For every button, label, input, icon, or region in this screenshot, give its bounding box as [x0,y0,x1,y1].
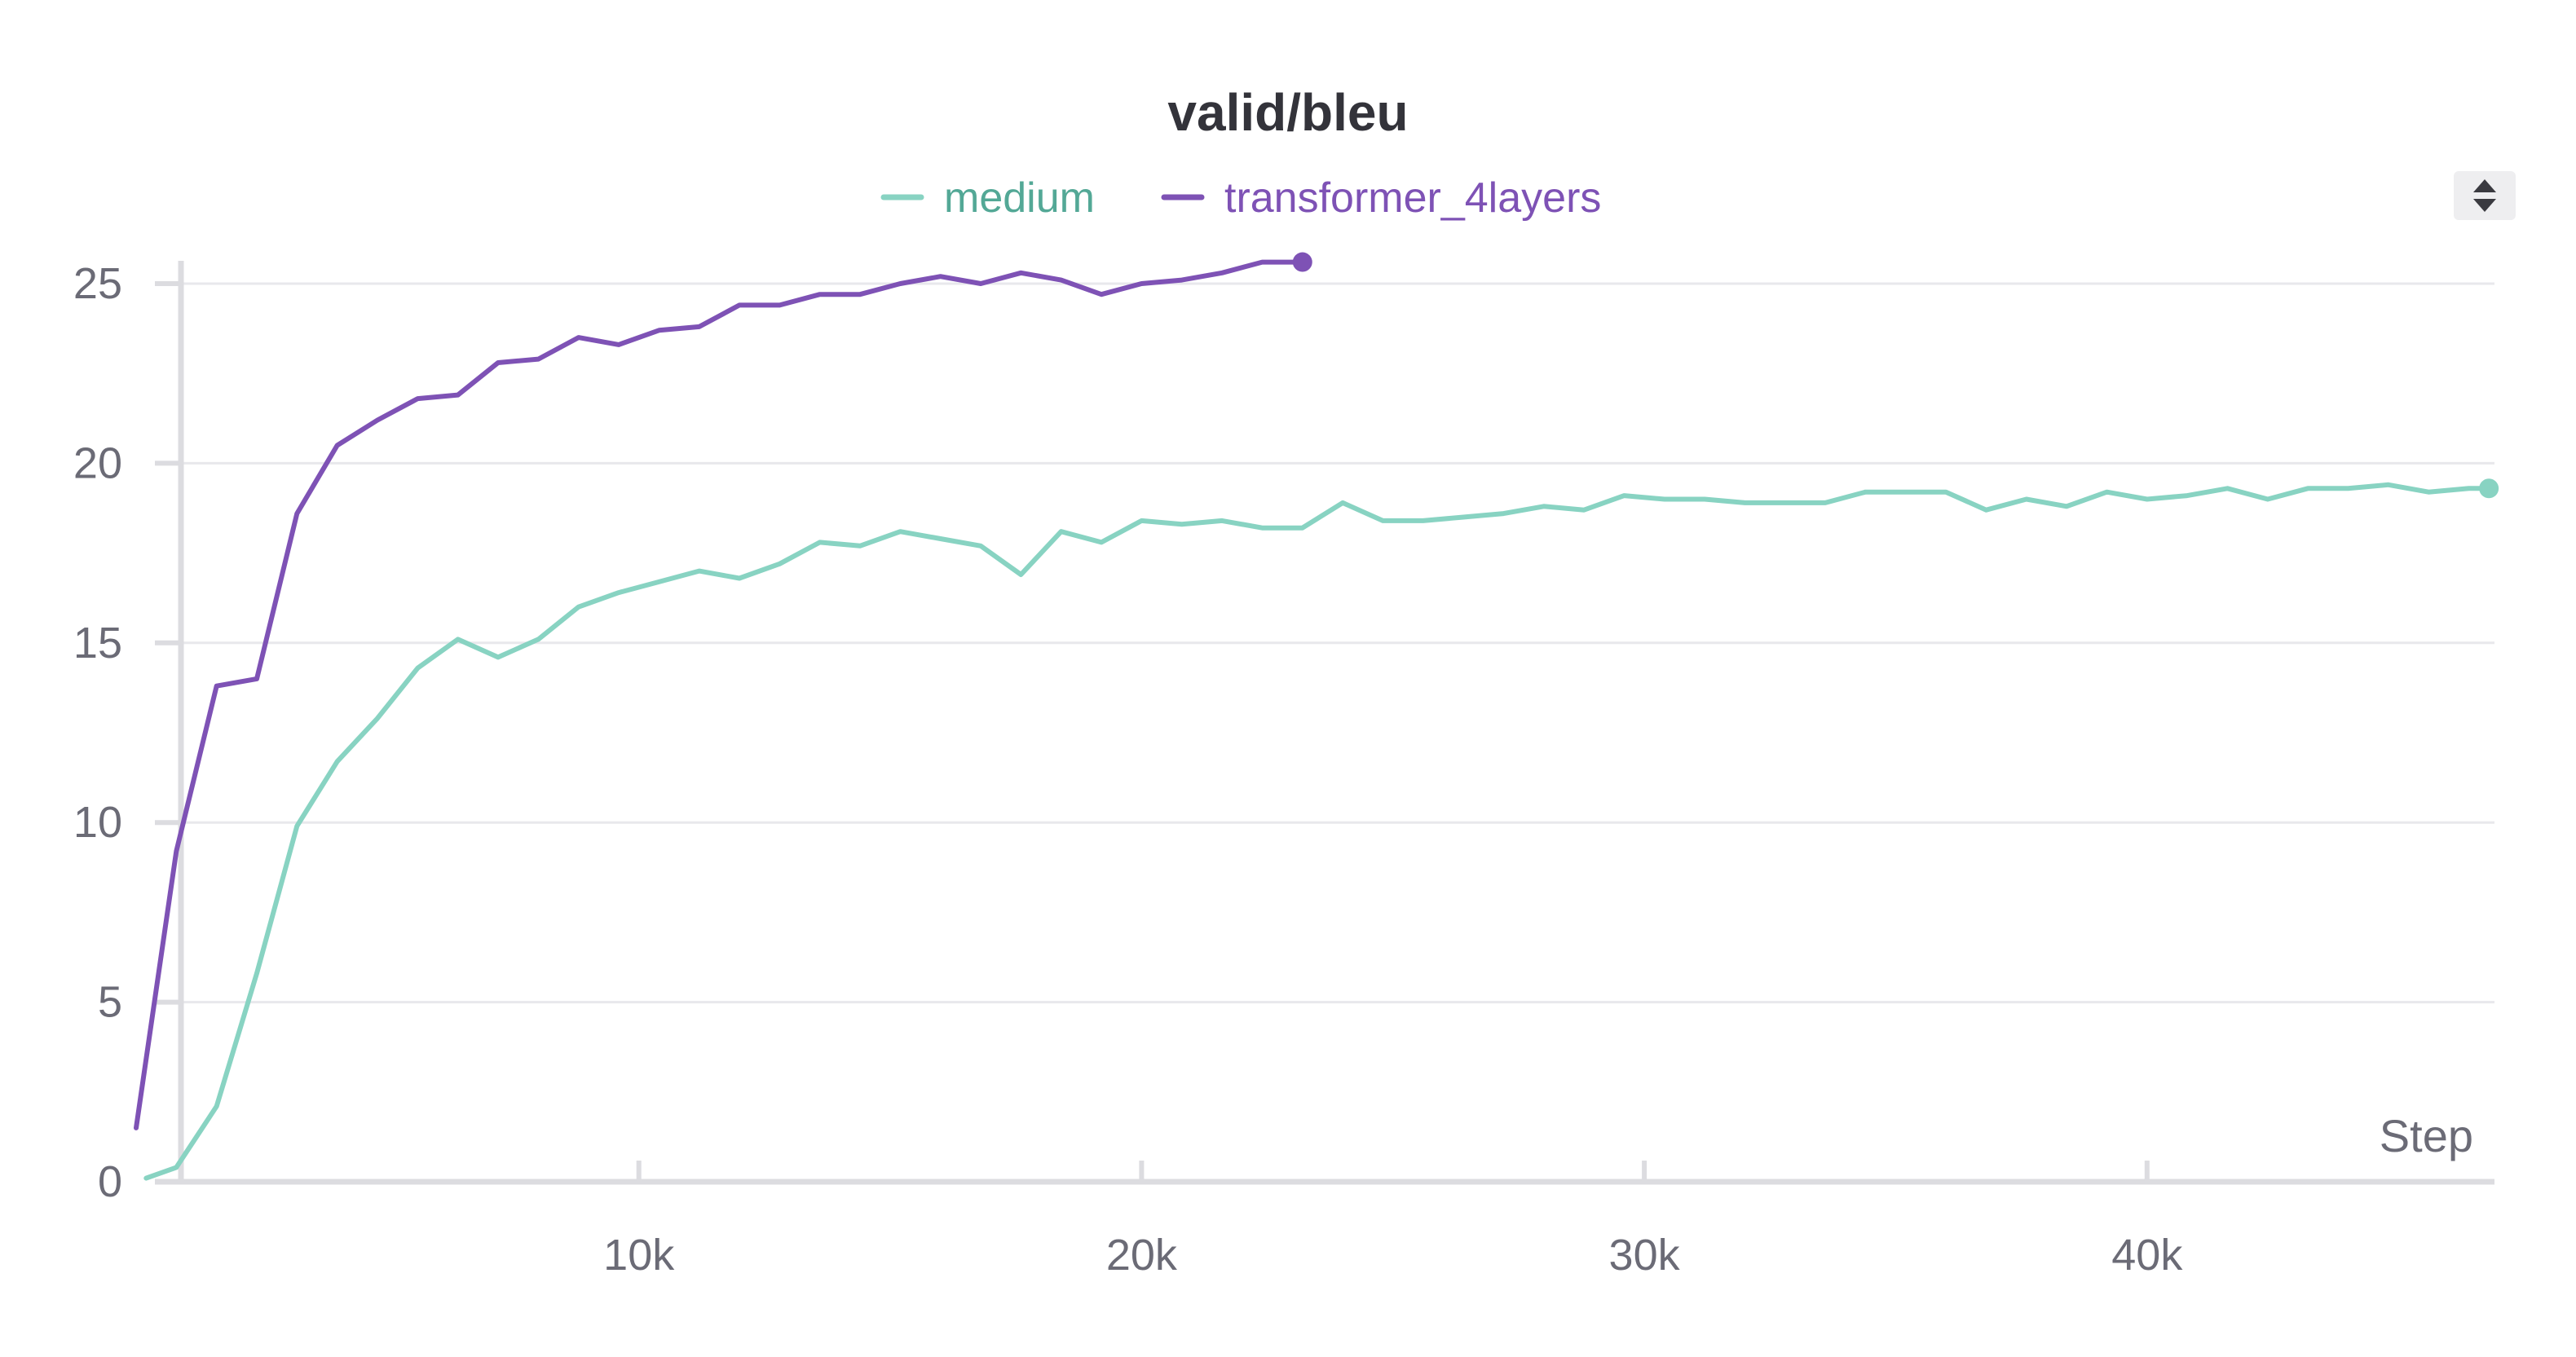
legend-item-transformer_4layers[interactable]: transformer_4layers [1161,174,1601,222]
y-tick-label: 0 [98,1157,122,1206]
tick-labels: 0 5 10 15 20 25 10k 20k 30k 40k [73,259,2183,1280]
axes [155,261,2494,1185]
series-line-transformer_4layers [134,259,1305,1130]
sort-up-down-icon [2473,179,2496,212]
legend: medium transformer_4layers [880,174,1601,222]
x-tick-label: 10k [603,1231,675,1280]
legend-item-medium[interactable]: medium [880,174,1095,222]
series-end-point-medium [2479,478,2499,499]
grid-lines [181,282,2494,1004]
x-tick-label: 30k [1609,1231,1681,1280]
series-end-point-transformer_4layers [1292,252,1312,272]
legend-label-transformer_4layers: transformer_4layers [1224,174,1601,222]
x-tick-label: 40k [2111,1231,2183,1280]
series-layer [134,252,2499,1181]
x-axis-label: Step [2380,1110,2473,1161]
legend-label-medium: medium [944,174,1095,222]
y-tick-label: 20 [73,438,122,487]
chart-title: valid/bleu [1167,83,1408,142]
y-tick-label: 5 [98,978,122,1027]
y-tick-label: 10 [73,798,122,847]
series-line-medium [143,482,2492,1181]
y-tick-label: 25 [73,259,122,308]
x-tick-label: 20k [1106,1231,1178,1280]
y-tick-label: 15 [73,619,122,667]
legend-sort-button[interactable] [2454,171,2516,220]
